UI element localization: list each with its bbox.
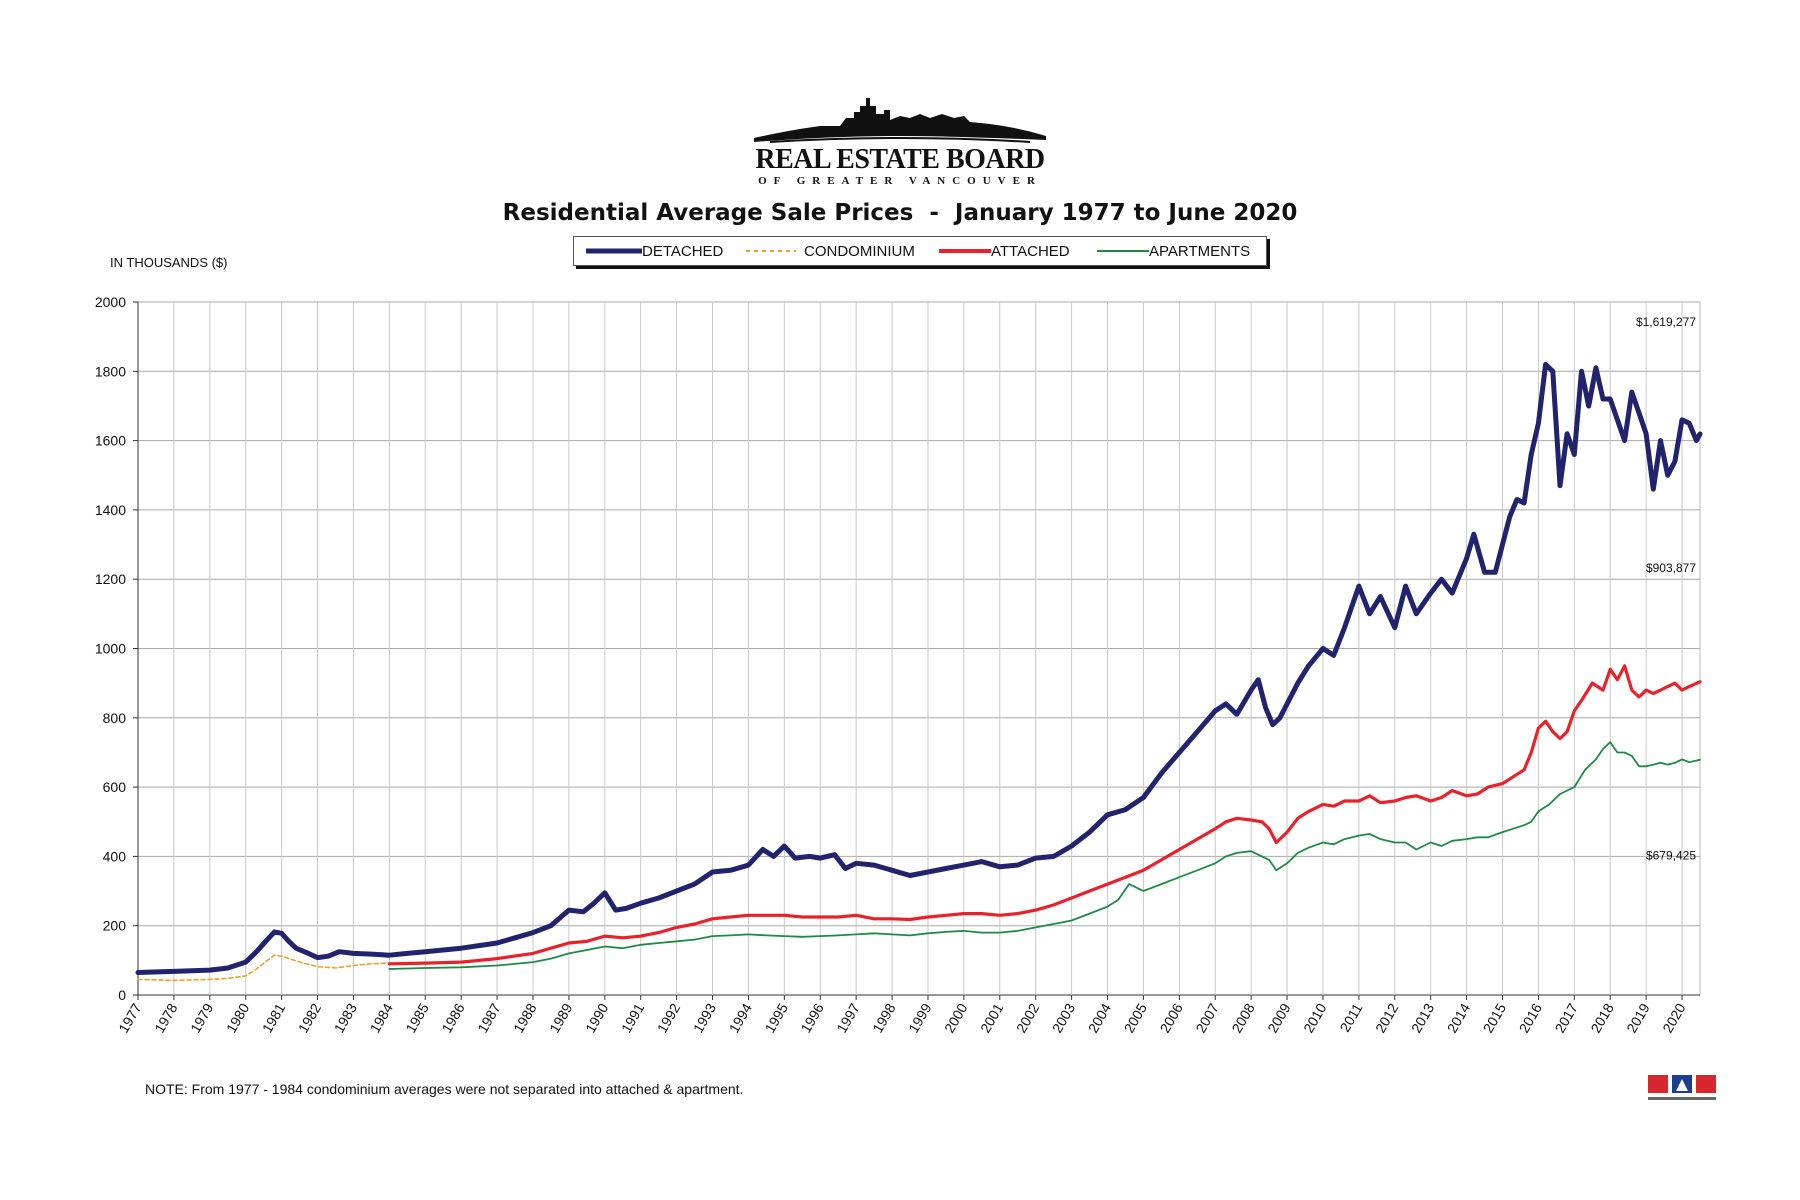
- x-tick-label: 2017: [1551, 1000, 1581, 1035]
- x-tick-label: 1987: [474, 1000, 504, 1035]
- x-tick-label: 1979: [187, 1000, 217, 1035]
- y-tick-label: 800: [103, 710, 127, 726]
- x-tick-label: 1981: [259, 1000, 289, 1035]
- x-tick-label: 1996: [797, 1000, 827, 1035]
- y-tick-label: 200: [103, 918, 127, 934]
- end-value-annotation: $903,877: [1646, 561, 1696, 575]
- mls-icon: MLS: [1648, 1075, 1716, 1100]
- logo-sub-text: OF GREATER VANCOUVER: [758, 175, 1042, 187]
- x-tick-label: 1989: [546, 1000, 576, 1035]
- y-axis-unit-label: IN THOUSANDS ($): [110, 255, 228, 270]
- y-tick-label: 2000: [95, 294, 126, 310]
- series-layer: [135, 361, 1703, 982]
- x-tick-label: 2012: [1372, 1000, 1402, 1035]
- logo-main-text: REAL ESTATE BOARD: [755, 144, 1045, 175]
- x-tick-label: 2000: [941, 1000, 971, 1035]
- x-tick-label: 1993: [690, 1000, 720, 1035]
- x-tick-label: 2015: [1480, 1000, 1510, 1035]
- x-tick-label: 2007: [1192, 1000, 1222, 1035]
- series-line-detached: [135, 361, 1703, 975]
- series-line-attached: [387, 664, 1702, 966]
- x-tick-label: 2009: [1264, 1000, 1294, 1035]
- y-tick-label: 1800: [95, 363, 126, 379]
- x-tick-label: 1991: [618, 1000, 648, 1035]
- x-tick-label: 2001: [977, 1000, 1007, 1035]
- x-tick-label: 2002: [1013, 1000, 1043, 1035]
- series-line-condominium: [137, 954, 391, 982]
- chart-legend: DETACHED CONDOMINIUM ATTACHED APARTMENTS: [573, 236, 1267, 266]
- x-tick-label: 1998: [869, 1000, 899, 1035]
- y-tick-label: 400: [103, 848, 127, 864]
- y-tick-label: 1200: [95, 571, 126, 587]
- x-tick-label: 2019: [1623, 1000, 1653, 1035]
- legend-label-detached: DETACHED: [642, 243, 724, 260]
- x-tick-label: 2014: [1444, 1000, 1474, 1035]
- x-tick-label: 1986: [438, 1000, 468, 1035]
- label-layer: 0 200 400 600 800 1000 1200 1400 1600 1800 2000 197…: [95, 294, 1696, 1035]
- x-tick-label: 2020: [1659, 1000, 1689, 1035]
- x-tick-label: 1984: [367, 1000, 397, 1035]
- x-tick-label: 1992: [654, 1000, 684, 1035]
- end-value-annotation: $679,425: [1646, 849, 1696, 863]
- y-tick-label: 600: [103, 779, 127, 795]
- legend-swatch-attached: [939, 249, 991, 253]
- x-tick-label: 1978: [151, 1000, 181, 1035]
- series-line-apartments: [388, 741, 1701, 970]
- x-tick-label: 1994: [726, 1000, 756, 1035]
- x-tick-label: 1982: [295, 1000, 325, 1035]
- footnote: NOTE: From 1977 - 1984 condominium avera…: [145, 1081, 744, 1097]
- legend-swatch-apartments: [1097, 250, 1149, 252]
- x-tick-label: 2003: [1049, 1000, 1079, 1035]
- end-value-annotation: $1,619,277: [1636, 315, 1696, 329]
- y-tick-label: 1400: [95, 502, 126, 518]
- x-tick-label: 2005: [1121, 1000, 1151, 1035]
- x-tick-label: 1999: [905, 1000, 935, 1035]
- chart-title: Residential Average Sale Prices - Januar…: [502, 200, 1298, 226]
- x-tick-label: 1988: [510, 1000, 540, 1035]
- x-tick-label: 1983: [331, 1000, 361, 1035]
- legend-label-attached: ATTACHED: [991, 243, 1070, 260]
- x-tick-label: 2008: [1228, 1000, 1258, 1035]
- x-tick-label: 2011: [1337, 1000, 1366, 1034]
- y-tick-label: 1600: [95, 433, 126, 449]
- legend-swatch-detached: [586, 248, 642, 254]
- y-tick-label: 0: [118, 987, 126, 1003]
- x-tick-label: 1980: [223, 1000, 253, 1035]
- x-tick-label: 2006: [1156, 1000, 1186, 1035]
- x-tick-label: 1985: [402, 1000, 432, 1035]
- x-tick-label: 2018: [1587, 1000, 1617, 1035]
- x-tick-label: 2013: [1408, 1000, 1438, 1035]
- x-tick-label: 1997: [833, 1000, 863, 1035]
- rebgv-logo: REAL ESTATE BOARD OF GREATER VANCOUVER: [750, 96, 1050, 188]
- axis-layer: [133, 301, 1683, 1000]
- legend-label-condominium: CONDOMINIUM: [804, 243, 915, 260]
- x-tick-label: 1990: [582, 1000, 612, 1035]
- legend-swatch-condominium: [746, 250, 796, 252]
- mls-logo-text: MLS: [1682, 1087, 1684, 1089]
- x-tick-label: 1977: [115, 1000, 145, 1035]
- x-tick-label: 2004: [1085, 1000, 1115, 1035]
- skyline-icon: [754, 98, 1046, 143]
- mls-logo: MLS: [1646, 1073, 1718, 1105]
- x-tick-label: 2010: [1300, 1000, 1330, 1035]
- legend-label-apartments: APARTMENTS: [1149, 243, 1251, 260]
- y-tick-label: 1000: [95, 641, 126, 657]
- x-tick-label: 1995: [762, 1000, 792, 1035]
- x-tick-label: 2016: [1516, 1000, 1546, 1035]
- grid-layer: [137, 301, 1701, 996]
